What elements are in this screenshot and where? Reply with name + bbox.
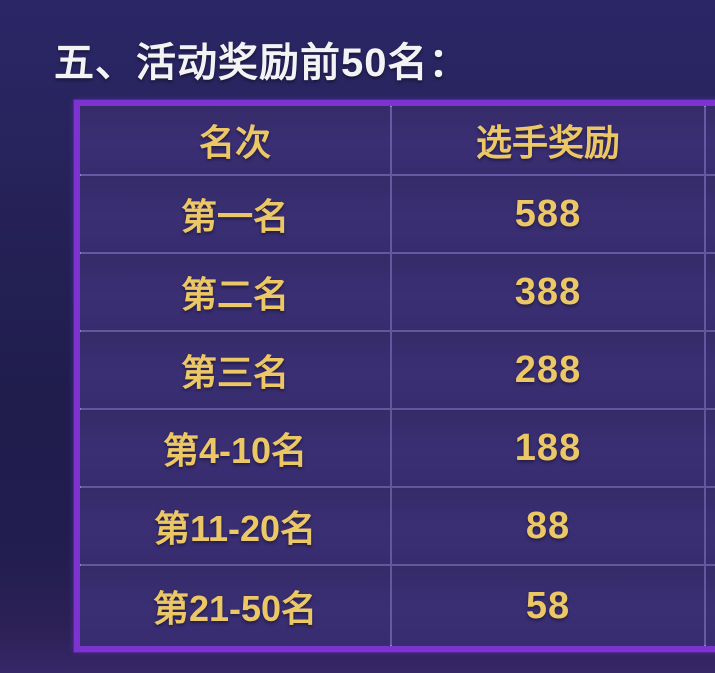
- rank-cell: 第一名: [80, 176, 390, 252]
- reward-cell: 58: [392, 566, 704, 646]
- rank-cell: 第21-50名: [80, 566, 390, 646]
- column-header-rank: 名次: [80, 106, 390, 174]
- rank-cell: 第4-10名: [80, 410, 390, 486]
- cutoff-cell: [706, 488, 715, 564]
- cutoff-cell: [706, 410, 715, 486]
- column-header-reward: 选手奖励: [392, 106, 704, 174]
- column-header-cutoff: [706, 106, 715, 174]
- reward-cell: 388: [392, 254, 704, 330]
- cutoff-cell: [706, 332, 715, 408]
- rank-cell: 第三名: [80, 332, 390, 408]
- cutoff-cell: [706, 254, 715, 330]
- rank-cell: 第11-20名: [80, 488, 390, 564]
- reward-cell: 188: [392, 410, 704, 486]
- page-title: 五、活动奖励前50名：: [54, 41, 470, 85]
- cutoff-cell: [706, 176, 715, 252]
- reward-cell: 288: [392, 332, 704, 408]
- rewards-table: 名次 选手奖励 第一名 588 第二名 388 第三名 288 第4-10名 1…: [74, 100, 715, 652]
- reward-cell: 88: [392, 488, 704, 564]
- rank-cell: 第二名: [80, 254, 390, 330]
- cutoff-cell: [706, 566, 715, 646]
- reward-cell: 588: [392, 176, 704, 252]
